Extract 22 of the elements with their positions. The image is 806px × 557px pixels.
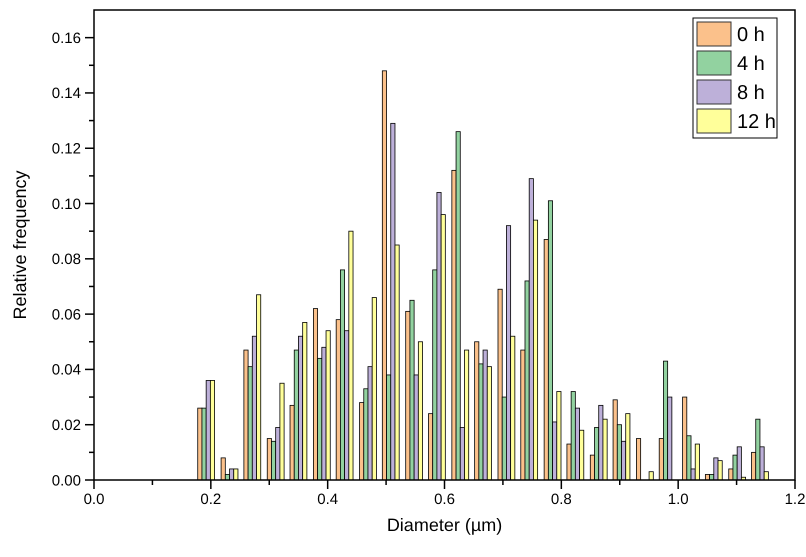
legend-label: 8 h: [737, 82, 765, 104]
y-tick-label: 0.00: [52, 472, 81, 490]
legend-label: 0 h: [737, 24, 765, 46]
y-tick-label: 0.10: [52, 196, 81, 213]
x-tick-label: 0.2: [200, 491, 222, 508]
legend-label: 12 h: [737, 111, 776, 133]
x-tick-label: 1.0: [668, 491, 689, 508]
y-tick-label: 0.14: [52, 85, 81, 102]
y-tick-label: 0.08: [52, 251, 81, 268]
y-tick-label: 0.12: [52, 140, 81, 158]
x-tick-label: 0.4: [317, 491, 338, 508]
x-tick-label: 0.0: [84, 491, 104, 508]
legend-label: 4 h: [737, 53, 765, 75]
y-tick-label: 0.04: [52, 362, 81, 379]
x-axis-title: Diameter (µm): [386, 515, 502, 535]
x-tick-label: 0.6: [434, 491, 455, 508]
y-tick-label: 0.06: [52, 306, 81, 324]
x-tick-label: 1.2: [784, 491, 806, 508]
x-tick-label: 0.8: [550, 491, 572, 508]
y-axis-title: Relative frequency: [10, 170, 30, 320]
y-tick-label: 0.16: [52, 30, 81, 47]
y-tick-label: 0.02: [52, 416, 81, 434]
